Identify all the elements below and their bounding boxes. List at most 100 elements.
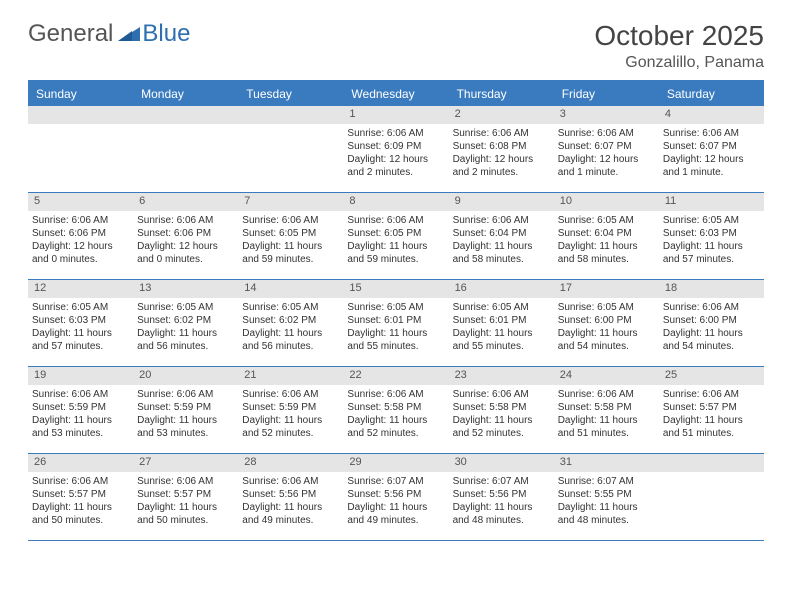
day-cell [659,454,764,540]
sunrise-text: Sunrise: 6:06 AM [663,388,760,401]
daylight-text: Daylight: 11 hours and 56 minutes. [137,327,234,353]
daylight-text: Daylight: 11 hours and 57 minutes. [32,327,129,353]
day-number: 27 [133,454,238,472]
day-cell: 1Sunrise: 6:06 AMSunset: 6:09 PMDaylight… [343,106,448,192]
daylight-text: Daylight: 11 hours and 48 minutes. [453,501,550,527]
sunset-text: Sunset: 6:04 PM [558,227,655,240]
sunrise-text: Sunrise: 6:06 AM [32,214,129,227]
day-number: 29 [343,454,448,472]
sunset-text: Sunset: 6:07 PM [663,140,760,153]
day-cell: 19Sunrise: 6:06 AMSunset: 5:59 PMDayligh… [28,367,133,453]
sunset-text: Sunset: 5:57 PM [32,488,129,501]
day-cell: 22Sunrise: 6:06 AMSunset: 5:58 PMDayligh… [343,367,448,453]
daylight-text: Daylight: 11 hours and 50 minutes. [137,501,234,527]
sunrise-text: Sunrise: 6:06 AM [347,214,444,227]
day-cell: 11Sunrise: 6:05 AMSunset: 6:03 PMDayligh… [659,193,764,279]
day-cell: 21Sunrise: 6:06 AMSunset: 5:59 PMDayligh… [238,367,343,453]
logo-text-blue: Blue [142,20,190,48]
calendar-page: General Blue October 2025 Gonzalillo, Pa… [0,0,792,553]
week-row: 5Sunrise: 6:06 AMSunset: 6:06 PMDaylight… [28,193,764,280]
sunrise-text: Sunrise: 6:06 AM [558,388,655,401]
sunrise-text: Sunrise: 6:06 AM [137,388,234,401]
day-cell: 29Sunrise: 6:07 AMSunset: 5:56 PMDayligh… [343,454,448,540]
day-header-tuesday: Tuesday [238,82,343,106]
day-number: 7 [238,193,343,211]
daylight-text: Daylight: 11 hours and 58 minutes. [453,240,550,266]
day-header-row: SundayMondayTuesdayWednesdayThursdayFrid… [28,82,764,106]
sunset-text: Sunset: 6:01 PM [347,314,444,327]
day-cell: 7Sunrise: 6:06 AMSunset: 6:05 PMDaylight… [238,193,343,279]
day-number: 9 [449,193,554,211]
month-year: October 2025 [594,20,764,52]
day-cell: 28Sunrise: 6:06 AMSunset: 5:56 PMDayligh… [238,454,343,540]
day-number: 21 [238,367,343,385]
sunrise-text: Sunrise: 6:05 AM [242,301,339,314]
header-row: General Blue October 2025 Gonzalillo, Pa… [28,20,764,72]
day-number: 3 [554,106,659,124]
day-cell: 10Sunrise: 6:05 AMSunset: 6:04 PMDayligh… [554,193,659,279]
week-row: 1Sunrise: 6:06 AMSunset: 6:09 PMDaylight… [28,106,764,193]
day-cell [133,106,238,192]
daylight-text: Daylight: 11 hours and 53 minutes. [32,414,129,440]
daylight-text: Daylight: 11 hours and 51 minutes. [558,414,655,440]
daylight-text: Daylight: 11 hours and 59 minutes. [242,240,339,266]
day-number [28,106,133,124]
day-number: 5 [28,193,133,211]
day-cell: 27 Sunrise: 6:06 AMSunset: 5:57 PMDayligh… [133,454,238,540]
day-number: 19 [28,367,133,385]
logo: General Blue [28,20,190,48]
day-header-saturday: Saturday [659,82,764,106]
calendar-grid: SundayMondayTuesdayWednesdayThursdayFrid… [28,80,764,541]
sunset-text: Sunset: 5:57 PM [663,401,760,414]
sunrise-text: Sunrise: 6:05 AM [453,301,550,314]
week-row: 12Sunrise: 6:05 AMSunset: 6:03 PMDayligh… [28,280,764,367]
sunrise-text: Sunrise: 6:06 AM [453,214,550,227]
day-cell: 24Sunrise: 6:06 AMSunset: 5:58 PMDayligh… [554,367,659,453]
day-number: 18 [659,280,764,298]
day-cell: 13Sunrise: 6:05 AMSunset: 6:02 PMDayligh… [133,280,238,366]
week-row: 19Sunrise: 6:06 AMSunset: 5:59 PMDayligh… [28,367,764,454]
day-number: 26 [28,454,133,472]
sunrise-text: Sunrise: 6:05 AM [558,214,655,227]
daylight-text: Daylight: 11 hours and 56 minutes. [242,327,339,353]
logo-triangle-icon [118,23,140,46]
day-cell [28,106,133,192]
day-cell: 3Sunrise: 6:06 AMSunset: 6:07 PMDaylight… [554,106,659,192]
day-cell: 31Sunrise: 6:07 AMSunset: 5:55 PMDayligh… [554,454,659,540]
week-row: 26Sunrise: 6:06 AMSunset: 5:57 PMDayligh… [28,454,764,541]
sunrise-text: Sunrise: 6:06 AM [347,127,444,140]
sunrise-text: Sunrise: 6:06 AM [242,388,339,401]
daylight-text: Daylight: 11 hours and 49 minutes. [242,501,339,527]
day-number [659,454,764,472]
sunset-text: Sunset: 6:03 PM [32,314,129,327]
sunset-text: Sunset: 5:58 PM [347,401,444,414]
sunrise-text: Sunrise: 6:06 AM [137,214,234,227]
sunrise-text: Sunrise: 6:06 AM [663,301,760,314]
sunset-text: Sunset: 5:56 PM [347,488,444,501]
sunrise-text: Sunrise: 6:05 AM [347,301,444,314]
daylight-text: Daylight: 11 hours and 52 minutes. [453,414,550,440]
sunset-text: Sunset: 5:56 PM [242,488,339,501]
sunset-text: Sunset: 5:57 PM [137,488,234,501]
sunset-text: Sunset: 5:59 PM [137,401,234,414]
daylight-text: Daylight: 11 hours and 57 minutes. [663,240,760,266]
sunset-text: Sunset: 6:05 PM [242,227,339,240]
sunrise-text: Sunrise: 6:07 AM [347,475,444,488]
day-cell: 20Sunrise: 6:06 AMSunset: 5:59 PMDayligh… [133,367,238,453]
day-cell: 2Sunrise: 6:06 AMSunset: 6:08 PMDaylight… [449,106,554,192]
day-number: 6 [133,193,238,211]
sunset-text: Sunset: 6:01 PM [453,314,550,327]
day-number: 4 [659,106,764,124]
daylight-text: Daylight: 12 hours and 0 minutes. [137,240,234,266]
sunrise-text: Sunrise: 6:07 AM [453,475,550,488]
daylight-text: Daylight: 11 hours and 51 minutes. [663,414,760,440]
sunrise-text: Sunrise: 6:06 AM [137,475,234,488]
sunrise-text: Sunrise: 6:06 AM [32,388,129,401]
sunset-text: Sunset: 5:55 PM [558,488,655,501]
day-header-thursday: Thursday [449,82,554,106]
day-number: 14 [238,280,343,298]
sunset-text: Sunset: 6:09 PM [347,140,444,153]
day-number: 1 [343,106,448,124]
day-number: 17 [554,280,659,298]
sunset-text: Sunset: 6:03 PM [663,227,760,240]
